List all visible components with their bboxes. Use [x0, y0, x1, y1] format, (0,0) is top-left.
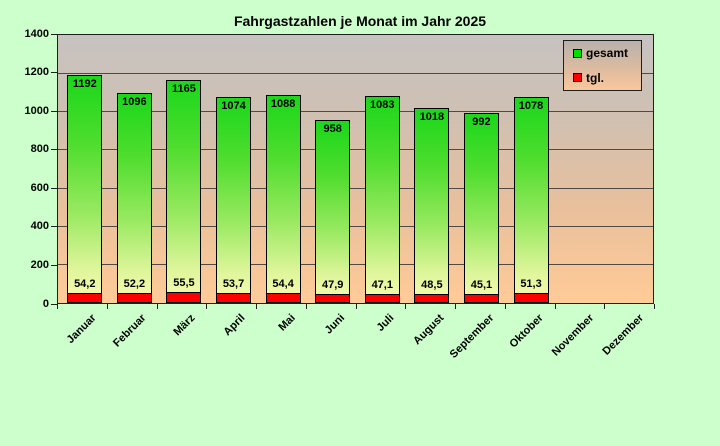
x-axis-label-Oktober: Oktober	[507, 312, 547, 351]
y-axis-label-400: 400	[30, 220, 49, 233]
legend-swatch-tgl	[573, 73, 582, 83]
bar-label-tgl-Januar: 54,2	[74, 277, 96, 290]
y-axis-label-800: 800	[30, 143, 49, 156]
x-axis-label-Juli: Juli	[374, 312, 397, 334]
x-axis-label-März: März	[171, 312, 198, 339]
x-axis-tick-7	[405, 304, 407, 309]
bar-label-tgl-April: 53,7	[222, 277, 245, 290]
bar-tgl-Januar	[67, 292, 103, 303]
y-axis-tick-600	[51, 187, 57, 189]
bar-label-tgl-September: 45,1	[470, 279, 493, 292]
gridline-1200	[58, 72, 653, 74]
x-axis-label-November: November	[549, 312, 596, 359]
x-axis-tick-5	[305, 304, 307, 309]
y-axis-label-1400: 1400	[24, 27, 49, 40]
y-axis-label-1200: 1200	[24, 66, 49, 79]
y-axis-tick-1000	[51, 110, 57, 112]
bar-label-gesamt-Juli: 1083	[370, 98, 395, 111]
legend-label-gesamt: gesamt	[586, 46, 629, 61]
y-axis-tick-200	[51, 264, 57, 266]
plot-area: 1192 54,2 1096 52,2 1165 55,5 1074 53,7 1088 54,4…	[57, 34, 654, 304]
legend-item-tgl: tgl.	[573, 72, 641, 84]
legend: gesamt tgl.	[563, 40, 642, 91]
y-axis-label-1000: 1000	[24, 104, 49, 117]
bar-label-tgl-August: 48,5	[421, 278, 443, 291]
bar-gesamt-Januar	[67, 74, 103, 303]
bar-tgl-Mai	[265, 292, 301, 303]
y-axis-tick-1200	[51, 72, 57, 74]
bar-gesamt-Mai	[265, 94, 301, 303]
bar-label-tgl-Juni: 47,9	[321, 278, 344, 291]
bar-label-tgl-Oktober: 51,3	[520, 278, 542, 291]
bar-label-gesamt-September: 992	[472, 116, 491, 129]
bar-label-gesamt-Oktober: 1078	[518, 99, 544, 112]
bar-label-gesamt-Mai: 1088	[270, 97, 296, 110]
y-axis-tick-800	[51, 149, 57, 151]
gridline-400	[58, 225, 653, 227]
bar-label-gesamt-März: 1165	[172, 82, 196, 95]
y-axis-label-600: 600	[30, 181, 49, 194]
x-axis-tick-10	[554, 304, 556, 309]
x-axis-label-August: August	[411, 312, 447, 348]
legend-label-tgl: tgl.	[586, 70, 604, 85]
bar-label-gesamt-Januar: 1192	[72, 77, 97, 90]
bar-tgl-April	[216, 292, 252, 303]
bar-tgl-August	[414, 293, 450, 303]
bar-gesamt-Oktober	[513, 96, 549, 303]
bar-tgl-Oktober	[513, 293, 549, 303]
bar-gesamt-April	[216, 97, 252, 303]
bar-label-gesamt-Februar: 1096	[122, 96, 147, 109]
y-axis-label-0: 0	[42, 297, 49, 310]
x-axis-tick-12	[654, 304, 655, 309]
bar-label-tgl-Februar: 52,2	[123, 278, 146, 291]
y-axis-tick-1400	[51, 33, 57, 35]
x-axis-label-Dezember: Dezember	[599, 312, 646, 358]
bar-tgl-Februar	[116, 293, 152, 303]
bar-tgl-September	[463, 294, 499, 303]
x-axis-tick-11	[604, 304, 606, 309]
x-axis-label-Februar: Februar	[110, 312, 149, 350]
x-axis-tick-8	[455, 304, 456, 309]
x-axis-label-September: September	[447, 312, 497, 361]
bar-gesamt-Februar	[116, 93, 152, 303]
x-axis-tick-0	[57, 304, 58, 309]
bar-tgl-Juli	[364, 293, 400, 303]
bar-gesamt-Juni	[315, 119, 351, 303]
bar-gesamt-März	[166, 80, 202, 303]
gridline-800	[58, 149, 653, 151]
x-axis-tick-4	[256, 304, 257, 309]
bar-label-gesamt-Juni: 958	[323, 122, 342, 135]
x-axis-tick-1	[106, 304, 108, 309]
gridline-200	[58, 264, 653, 266]
bar-gesamt-September	[463, 113, 499, 303]
bar-tgl-Juni	[315, 293, 351, 303]
bar-label-tgl-Mai: 54,4	[272, 277, 294, 290]
bar-gesamt-August	[414, 108, 450, 303]
bar-label-gesamt-August: 1018	[419, 111, 445, 124]
x-axis-label-Januar: Januar	[64, 312, 99, 346]
bar-label-tgl-Juli: 47,1	[371, 278, 393, 291]
legend-item-gesamt: gesamt	[573, 47, 641, 59]
bar-label-gesamt-April: 1074	[221, 100, 246, 113]
x-axis-label-Juni: Juni	[322, 312, 348, 337]
gridline-600	[58, 187, 653, 189]
x-axis-tick-2	[156, 304, 158, 309]
chart-title: Fahrgastzahlen je Monat im Jahr 2025	[233, 13, 487, 29]
y-axis-tick-0	[51, 303, 57, 305]
x-axis-tick-3	[206, 304, 208, 309]
bar-label-tgl-März: 55,5	[173, 277, 195, 290]
bar-gesamt-Juli	[364, 95, 400, 303]
x-axis-tick-6	[355, 304, 357, 309]
gridline-1000	[58, 111, 653, 113]
x-axis-label-Mai: Mai	[275, 312, 298, 334]
legend-swatch-gesamt	[573, 48, 582, 58]
y-axis-tick-400	[51, 226, 57, 228]
bar-tgl-März	[166, 292, 202, 303]
y-axis-label-200: 200	[30, 258, 49, 271]
x-axis-tick-9	[504, 304, 506, 309]
x-axis-label-April: April	[221, 312, 248, 339]
